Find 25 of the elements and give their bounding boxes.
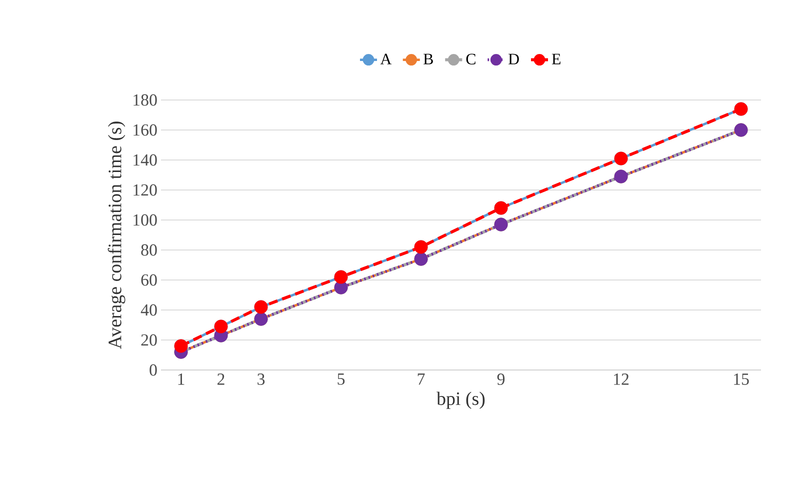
x-tick-label: 5 [338, 374, 345, 385]
y-tick-label: 180 [134, 94, 157, 106]
x-tick-label: 12 [614, 374, 629, 385]
y-tick-label: 140 [134, 154, 157, 166]
x-axis-title: bpi (s) [436, 392, 485, 409]
x-tick-label: 15 [734, 374, 749, 385]
y-tick-label: 80 [141, 244, 157, 256]
y-tick-label: 40 [140, 304, 157, 316]
y-axis-title: Average confirmation time (s) [108, 122, 126, 349]
y-tick-label: 120 [134, 184, 157, 196]
y-tick-label: 60 [141, 274, 157, 286]
legend-label: D [508, 54, 519, 64]
legend-label: E [552, 54, 560, 64]
legend-label: A [380, 54, 392, 64]
x-tick-label: 2 [218, 374, 224, 385]
x-tick-label: 1 [178, 374, 184, 385]
y-tick-label: 20 [141, 334, 157, 346]
legend-label: B [424, 54, 433, 64]
y-tick-label: 0 [150, 364, 157, 376]
y-tick-label: 160 [134, 124, 157, 136]
x-tick-label: 7 [418, 374, 425, 385]
x-tick-label: 3 [258, 374, 265, 385]
x-tick-label: 9 [497, 374, 505, 385]
y-tick-label: 100 [134, 214, 157, 226]
legend-label: C [466, 54, 476, 64]
